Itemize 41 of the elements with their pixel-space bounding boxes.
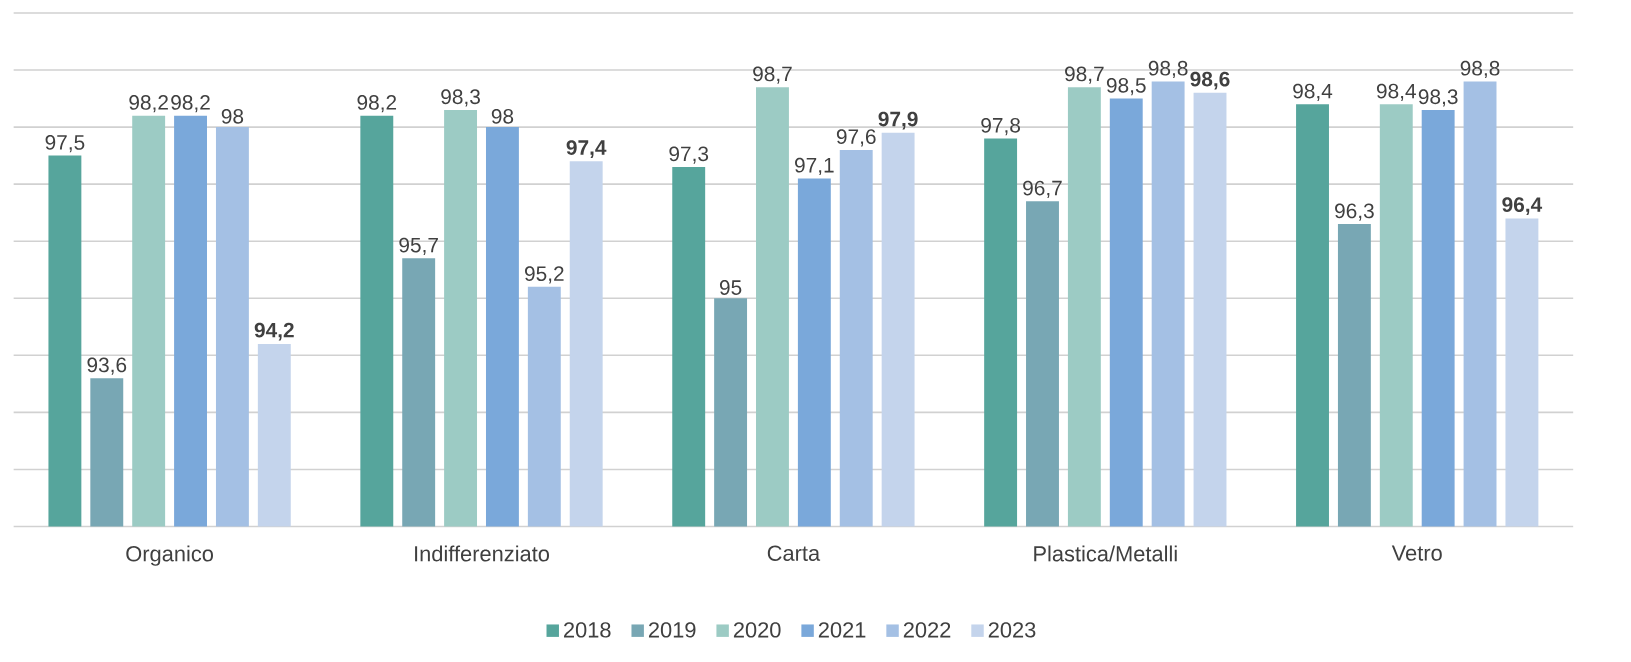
data-label: 98,3 (441, 89, 480, 107)
data-label: 98,8 (1148, 60, 1188, 79)
data-label: 97,9 (878, 111, 918, 130)
data-label: 98 (221, 108, 244, 124)
legend-label: 2021 (818, 622, 866, 638)
data-label: 98 (491, 108, 514, 124)
data-label: 95,2 (524, 266, 564, 284)
data-label: 98,7 (753, 66, 792, 84)
data-label: 96,3 (1335, 203, 1374, 221)
x-tick-label: Plastica/Metalli (1034, 545, 1177, 562)
data-label: 95 (719, 280, 742, 295)
data-label: 97,5 (45, 134, 85, 153)
data-label: 97,1 (795, 157, 834, 176)
data-label: 98,4 (1293, 83, 1333, 101)
legend-label: 2019 (648, 622, 696, 638)
data-label: 98,4 (1376, 83, 1416, 101)
x-tick-label: Vetro (1391, 545, 1442, 561)
data-label: 93,6 (87, 357, 127, 375)
legend-label: 2023 (988, 622, 1036, 638)
data-label: 98,2 (357, 95, 397, 113)
x-tick-label: Indifferenziato (415, 545, 549, 562)
data-label: 94,2 (254, 322, 294, 341)
data-label: 97,3 (669, 146, 709, 164)
legend-label: 2020 (733, 622, 781, 638)
legend-label: 2018 (564, 622, 611, 638)
data-label: 96,7 (1023, 180, 1062, 198)
legend-label: 2022 (903, 622, 951, 638)
data-label: 96,4 (1502, 197, 1543, 215)
data-label: 97,4 (566, 140, 607, 158)
x-tick-label: Organico (126, 545, 213, 566)
data-label: 97,6 (836, 129, 876, 147)
data-label: 98,8 (1460, 60, 1500, 79)
data-label: 98,3 (1418, 89, 1458, 107)
data-label: 98,6 (1190, 71, 1230, 90)
data-label: 97,8 (981, 117, 1020, 136)
data-label: 95,7 (399, 237, 438, 255)
data-label: 98,2 (129, 95, 168, 113)
data-label: 98,2 (171, 95, 210, 113)
data-label: 98,5 (1106, 77, 1146, 96)
data-label: 98,7 (1065, 66, 1104, 84)
x-tick-label: Carta (767, 545, 821, 561)
